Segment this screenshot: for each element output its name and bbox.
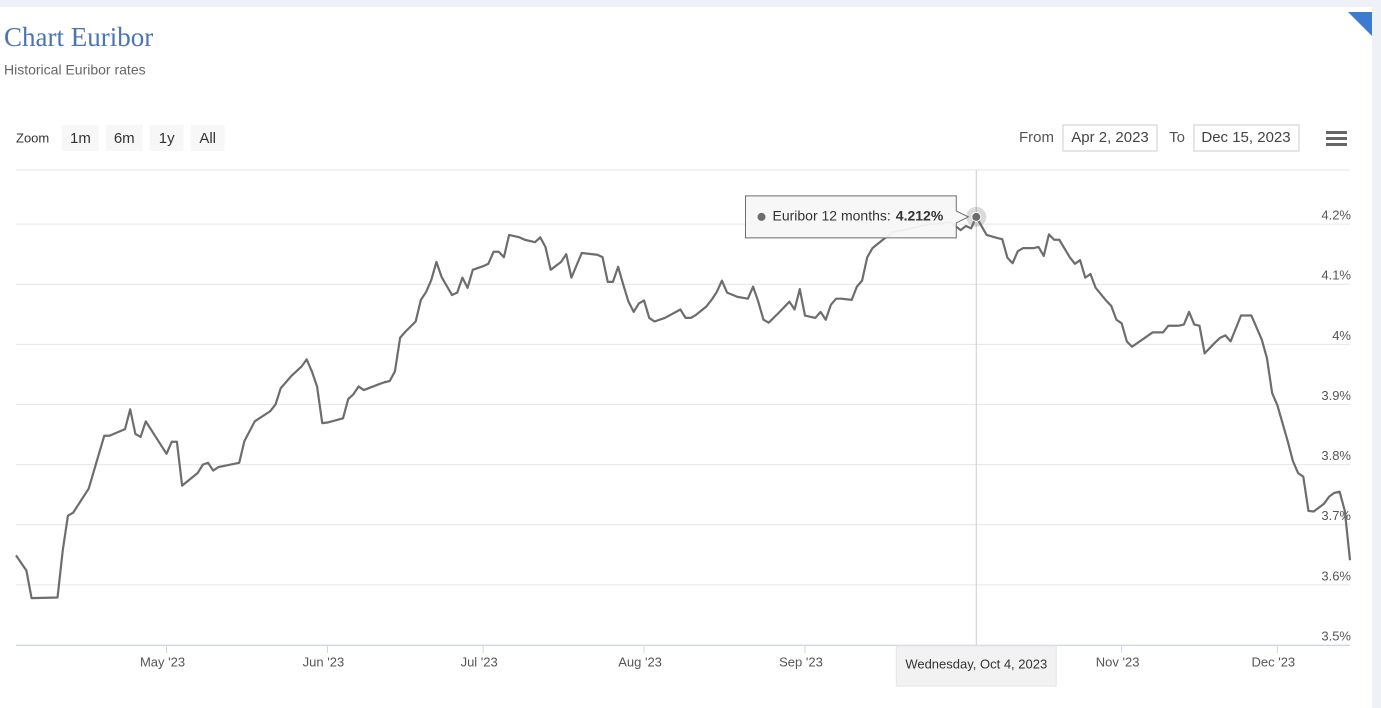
from-label: From [1019, 129, 1054, 146]
range-button-label[interactable]: 6m [114, 130, 135, 147]
range-button[interactable] [149, 125, 184, 151]
series-line [15, 215, 1352, 600]
menu-bar [1326, 137, 1347, 140]
to-input[interactable] [1193, 124, 1300, 152]
corner-badge [1348, 12, 1372, 36]
x-tick-label: May '23 [140, 654, 185, 669]
hover-point [971, 211, 982, 222]
menu-bar [1326, 143, 1347, 146]
x-tick-label: Nov '23 [1096, 654, 1140, 669]
y-tick-label: 3.9% [1321, 388, 1351, 403]
right-strip [1372, 0, 1381, 708]
from-input[interactable] [1062, 124, 1158, 152]
chart-subtitle: Historical Euribor rates [4, 62, 146, 78]
tooltip-box [744, 195, 970, 239]
tooltip: Euribor 12 months: 4.212% [744, 195, 970, 239]
range-button-label[interactable]: 1y [159, 130, 175, 147]
range-button[interactable] [190, 125, 225, 151]
range-button[interactable] [105, 125, 143, 151]
x-tick-label: Dec '23 [1251, 654, 1295, 669]
x-tick-label: Jun '23 [303, 654, 345, 669]
tooltip-date: Wednesday, Oct 4, 2023 [905, 656, 1047, 671]
range-button[interactable] [62, 125, 99, 151]
y-tick-label: 3.5% [1321, 628, 1351, 643]
menu-bar [1326, 131, 1347, 134]
tooltip-bullet [757, 212, 766, 221]
range-buttons: 1m 6m 1y All [62, 125, 225, 151]
x-tick-label: Aug '23 [618, 654, 662, 669]
from-date[interactable]: Apr 2, 2023 [1071, 129, 1149, 146]
tooltip-label: Euribor 12 months: [772, 208, 890, 224]
menu-button[interactable] [1326, 131, 1347, 146]
to-label: To [1169, 129, 1185, 146]
to-date[interactable]: Dec 15, 2023 [1201, 129, 1290, 146]
tooltip-value: 4.212% [896, 208, 944, 224]
y-tick-label: 4.1% [1321, 268, 1351, 283]
x-tick-label: Sep '23 [779, 654, 823, 669]
y-tick-label: 4% [1332, 328, 1351, 343]
x-tick-label: Jul '23 [461, 654, 498, 669]
chart-title: Chart Euribor [4, 22, 153, 52]
range-button-label[interactable]: All [199, 130, 216, 147]
y-tick-label: 4.2% [1321, 208, 1351, 223]
range-button-label[interactable]: 1m [70, 130, 91, 147]
top-strip [0, 0, 1381, 7]
y-tick-label: 3.8% [1321, 448, 1351, 463]
y-tick-label: 3.6% [1321, 568, 1351, 583]
tooltip-date-box [895, 645, 1057, 687]
zoom-label: Zoom [16, 130, 49, 145]
